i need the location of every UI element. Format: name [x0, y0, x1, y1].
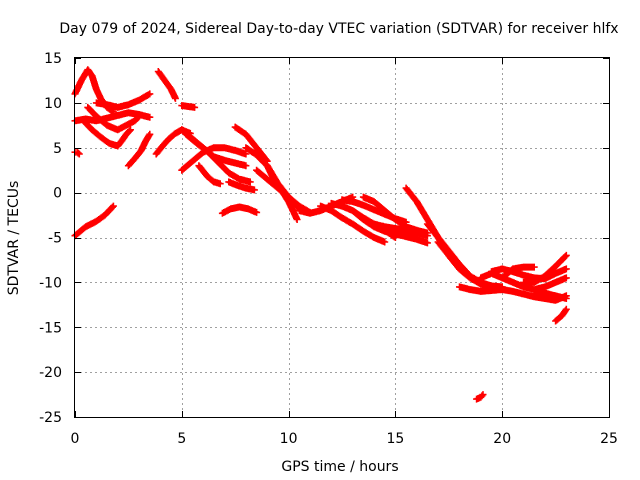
- series-arc-28: [370, 220, 431, 240]
- series-arc-10: [154, 68, 179, 102]
- series-arc-37: [530, 287, 570, 302]
- x-tick-label: 0: [71, 431, 80, 447]
- series-arc-32: [456, 283, 570, 304]
- data-point-markers: [263, 162, 303, 213]
- y-tick-label: 15: [44, 51, 62, 67]
- data-point-markers: [317, 202, 389, 246]
- data-point-markers: [84, 103, 143, 134]
- data-point-markers: [520, 251, 570, 286]
- series-arc-08: [124, 130, 154, 170]
- data-point-markers: [477, 269, 570, 294]
- series-arc-17: [218, 203, 261, 217]
- y-tick-label: 0: [53, 186, 62, 202]
- y-axis-label: SDTVAR / TECUs: [6, 181, 22, 296]
- data-point-markers: [178, 144, 250, 174]
- series-arc-23: [317, 202, 389, 246]
- x-tick-label: 5: [177, 431, 186, 447]
- data-point-markers: [231, 123, 271, 165]
- data-point-markers: [218, 203, 261, 217]
- series-arc-33: [477, 269, 570, 294]
- y-tick-label: -15: [39, 320, 62, 336]
- data-point-markers: [195, 162, 224, 188]
- series-arc-05: [92, 90, 154, 111]
- series-arc-03: [80, 117, 134, 150]
- data-point-markers: [225, 178, 258, 194]
- y-tick-label: -10: [39, 275, 62, 291]
- series-arc-39: [473, 391, 487, 403]
- series-arc-18: [231, 123, 271, 165]
- data-point-markers: [154, 68, 179, 102]
- series-arc-35: [498, 263, 538, 282]
- series-arc-16: [225, 178, 258, 194]
- series-arc-13: [178, 144, 250, 174]
- data-point-markers: [178, 102, 199, 111]
- y-tick-label: 10: [44, 96, 62, 112]
- series-arc-36: [520, 251, 570, 286]
- data-point-markers: [370, 220, 431, 240]
- series-arc-14: [195, 162, 224, 188]
- chart-title: Day 079 of 2024, Sidereal Day-to-day VTE…: [59, 21, 618, 37]
- data-point-markers: [498, 263, 538, 282]
- x-tick-label: 25: [600, 431, 618, 447]
- axes: 0 5 10 15 20 25 -25 -20 -15 -10 -5 0 5 10 15: [39, 51, 618, 447]
- x-tick-label: 20: [493, 431, 511, 447]
- data-point-markers: [552, 305, 570, 325]
- data-point-markers: [530, 287, 570, 302]
- y-tick-label: -5: [48, 231, 62, 247]
- data-point-markers: [124, 130, 154, 170]
- x-tick-label: 10: [280, 431, 298, 447]
- plot-frame: [74, 57, 610, 418]
- series-arc-21: [263, 162, 303, 213]
- data-point-markers: [456, 283, 570, 304]
- data-point-markers: [80, 117, 134, 150]
- series-arc-15: [178, 102, 199, 111]
- x-tick-label: 15: [386, 431, 404, 447]
- y-tick-label: -20: [39, 365, 62, 381]
- data-point-markers: [92, 90, 154, 111]
- series-arc-38: [552, 305, 570, 325]
- y-tick-label: -25: [39, 410, 62, 426]
- series-arc-04: [84, 103, 143, 134]
- data-point-markers: [473, 391, 487, 403]
- x-axis-label: GPS time / hours: [281, 459, 398, 475]
- y-tick-label: 5: [53, 141, 62, 157]
